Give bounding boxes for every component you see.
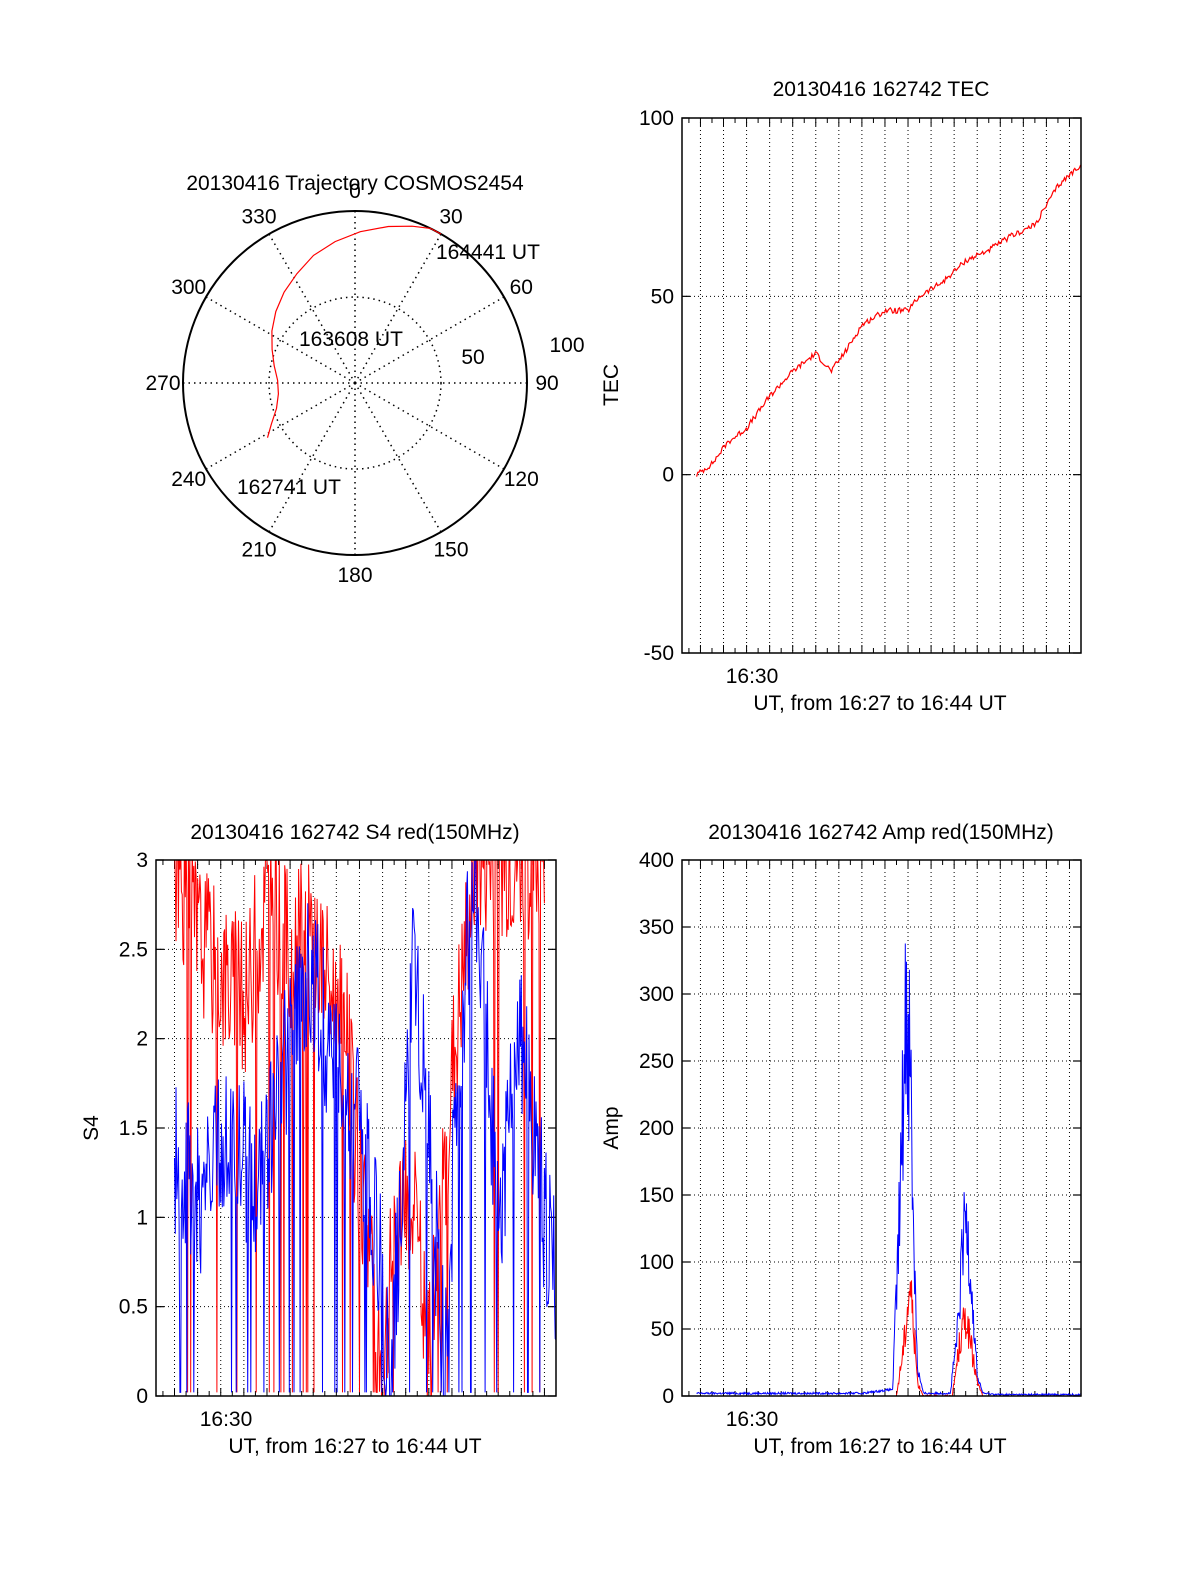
series-line — [896, 1280, 984, 1396]
polar-azimuth-label: 90 — [535, 372, 558, 395]
y-tick-label: 300 — [639, 983, 674, 1006]
polar-azimuth-label: 210 — [241, 538, 276, 561]
plot-frame — [681, 859, 1082, 1397]
polar-panel: 20130416 Trajectory COSMOS2454 0 30 60 90 12… — [145, 172, 584, 587]
amp-xlabel: UT, from 16:27 to 16:44 UT — [753, 1435, 1006, 1458]
y-tick-label: 100 — [639, 107, 674, 130]
plot-frame — [681, 117, 1082, 654]
polar-spoke — [268, 233, 356, 384]
polar-annotation: 164441 UT — [436, 241, 540, 264]
y-tick-label: 0 — [662, 1385, 674, 1408]
y-tick-label: 1.5 — [119, 1117, 148, 1140]
polar-radial-label: 100 — [549, 334, 584, 357]
polar-inner-circle — [268, 296, 442, 470]
series-line — [696, 943, 1081, 1396]
polar-annotation: 162741 UT — [237, 476, 341, 499]
polar-spoke — [354, 296, 505, 384]
y-tick-label: 0.5 — [119, 1296, 148, 1319]
y-tick-label: 2.5 — [119, 938, 148, 961]
y-tick-label: 150 — [639, 1184, 674, 1207]
y-tick-label: 0 — [136, 1385, 148, 1408]
series-line — [174, 860, 545, 1396]
polar-spoke — [354, 382, 442, 533]
amp-panel: 20130416 162742 Amp red(150MHz) Amp 16:3… — [600, 821, 1082, 1458]
polar-azimuth-label: 0 — [349, 180, 361, 203]
amp-xtick-label: 16:30 — [726, 1408, 779, 1431]
y-tick-label: -50 — [644, 642, 674, 665]
polar-azimuth-label: 300 — [171, 276, 206, 299]
polar-annotation: 163608 UT — [299, 328, 403, 351]
polar-azimuth-label: 150 — [433, 538, 468, 561]
tec-panel: 20130416 162742 TEC TEC 16:30 UT, from 1… — [600, 78, 1082, 715]
y-tick-label: 50 — [651, 1318, 674, 1341]
tec-xtick-label: 16:30 — [726, 665, 779, 688]
polar-spoke — [354, 382, 505, 470]
amp-ylabel: Amp — [600, 1106, 623, 1149]
y-tick-label: 400 — [639, 849, 674, 872]
y-tick-label: 0 — [662, 464, 674, 487]
s4-xlabel: UT, from 16:27 to 16:44 UT — [228, 1435, 481, 1458]
amp-title: 20130416 162742 Amp red(150MHz) — [708, 821, 1054, 844]
s4-title: 20130416 162742 S4 red(150MHz) — [190, 821, 519, 844]
polar-spoke — [205, 382, 356, 470]
polar-azimuth-label: 60 — [510, 276, 533, 299]
polar-title: 20130416 Trajectory COSMOS2454 — [186, 172, 524, 195]
polar-azimuth-label: 270 — [145, 372, 180, 395]
y-tick-label: 250 — [639, 1050, 674, 1073]
s4-plot-area: 3 2.5 2 1.5 1 0.5 0 — [119, 849, 557, 1408]
y-tick-label: 1 — [136, 1206, 148, 1229]
amp-plot-area: 400 350 300 250 200 150 100 50 0 — [639, 849, 1082, 1408]
polar-plot-area: 0 30 60 90 120 150 180 210 240 270 300 330 50 100 1644… — [145, 180, 584, 587]
polar-radial-label: 50 — [461, 346, 484, 369]
polar-azimuth-label: 120 — [504, 468, 539, 491]
polar-azimuth-label: 180 — [337, 564, 372, 587]
y-tick-label: 3 — [136, 849, 148, 872]
tec-title: 20130416 162742 TEC — [773, 78, 990, 101]
polar-spoke — [205, 296, 356, 384]
y-tick-label: 350 — [639, 916, 674, 939]
polar-spoke — [354, 233, 442, 384]
y-tick-label: 2 — [136, 1028, 148, 1051]
polar-azimuth-label: 240 — [171, 468, 206, 491]
s4-xtick-label: 16:30 — [200, 1408, 253, 1431]
polar-azimuth-label: 30 — [439, 206, 462, 229]
polar-trajectory — [266, 225, 442, 438]
tec-plot-area: 100 50 0 -50 — [639, 107, 1082, 665]
s4-panel: 20130416 162742 S4 red(150MHz) S4 16:30 … — [80, 821, 557, 1458]
y-tick-label: 100 — [639, 1251, 674, 1274]
series-line — [696, 164, 1081, 477]
plot-frame — [155, 859, 557, 1397]
series-line — [174, 860, 556, 1396]
tec-ylabel: TEC — [600, 364, 623, 406]
polar-azimuth-label: 330 — [241, 206, 276, 229]
y-tick-label: 200 — [639, 1117, 674, 1140]
y-tick-label: 50 — [651, 285, 674, 308]
s4-ylabel: S4 — [80, 1115, 103, 1141]
polar-spoke — [268, 382, 356, 533]
tec-xlabel: UT, from 16:27 to 16:44 UT — [753, 692, 1006, 715]
